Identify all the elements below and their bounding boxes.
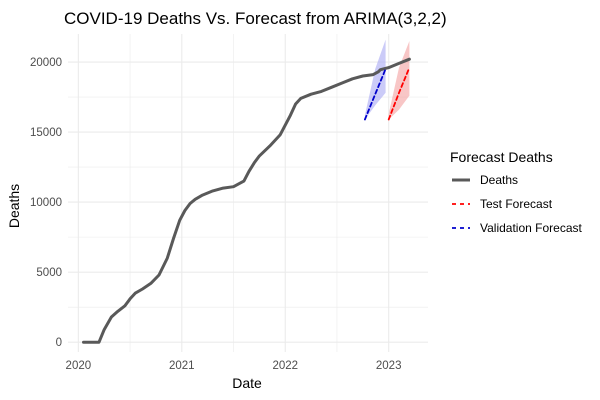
legend-label: Test Forecast bbox=[480, 197, 553, 211]
series-line bbox=[363, 68, 387, 121]
x-tick-label: 2022 bbox=[272, 360, 298, 372]
series-line bbox=[387, 66, 411, 121]
y-tick-label: 10000 bbox=[30, 197, 62, 209]
x-axis-ticks: 2020 2021 2022 2023 bbox=[66, 360, 402, 372]
legend: Forecast Deaths Deaths Test Forecast Valid… bbox=[450, 149, 582, 235]
legend-items: Deaths Test Forecast Validation Forecast bbox=[452, 173, 582, 235]
legend-title: Forecast Deaths bbox=[450, 149, 553, 165]
x-tick-label: 2023 bbox=[376, 360, 402, 372]
confidence-band bbox=[364, 39, 386, 120]
legend-item: Test Forecast bbox=[452, 197, 553, 211]
legend-item: Validation Forecast bbox=[452, 221, 582, 235]
series-line bbox=[82, 57, 411, 344]
legend-item: Deaths bbox=[452, 173, 518, 187]
y-tick-label: 5000 bbox=[36, 267, 62, 279]
legend-label: Validation Forecast bbox=[480, 221, 582, 235]
legend-label: Deaths bbox=[480, 173, 518, 187]
y-tick-label: 15000 bbox=[30, 127, 62, 139]
y-axis-label: Deaths bbox=[6, 184, 22, 228]
x-axis-label: Date bbox=[232, 375, 262, 391]
y-tick-label: 20000 bbox=[30, 57, 62, 69]
x-tick-label: 2021 bbox=[169, 360, 195, 372]
x-tick-label: 2020 bbox=[66, 360, 92, 372]
y-tick-label: 0 bbox=[56, 337, 62, 349]
chart-title: COVID-19 Deaths Vs. Forecast from ARIMA(… bbox=[64, 9, 447, 28]
series-lines bbox=[82, 57, 411, 344]
grid-lines bbox=[68, 34, 428, 352]
forecast-bands bbox=[364, 39, 410, 120]
confidence-band bbox=[388, 41, 410, 120]
y-axis-ticks: 0 5000 10000 15000 20000 bbox=[30, 57, 62, 349]
